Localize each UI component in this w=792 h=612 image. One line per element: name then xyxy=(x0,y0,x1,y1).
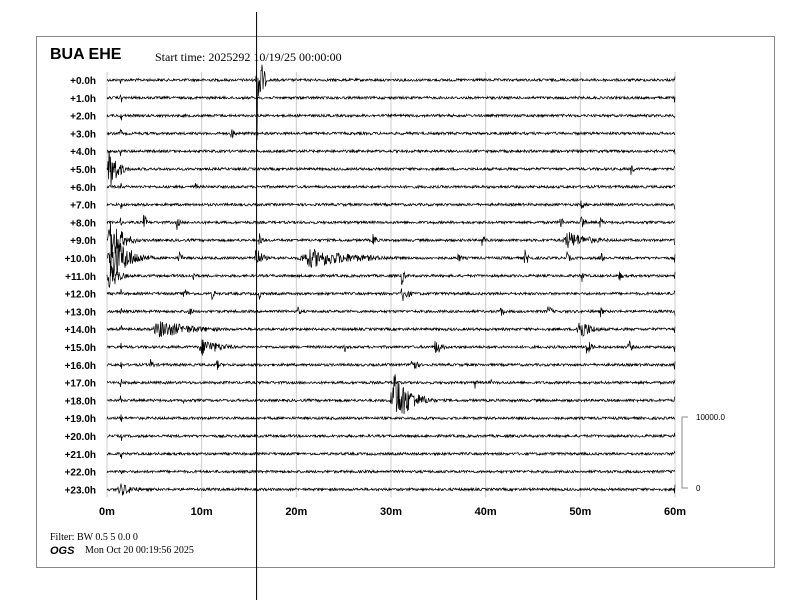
row-label: +12.0h xyxy=(65,290,96,301)
row-label: +14.0h xyxy=(65,325,96,336)
row-label: +13.0h xyxy=(65,307,96,318)
trace-hour-7 xyxy=(106,200,676,210)
trace-hour-23 xyxy=(106,482,676,496)
row-label: +10.0h xyxy=(65,254,96,265)
scale-bar xyxy=(681,416,688,489)
trace-hour-12 xyxy=(106,288,676,302)
row-label: +6.0h xyxy=(70,183,96,194)
trace-hour-20 xyxy=(106,432,676,441)
scale-min-label: 0 xyxy=(696,484,701,493)
x-tick-label: 10m xyxy=(191,506,213,518)
x-tick-label: 50m xyxy=(569,506,591,518)
plot-frame xyxy=(36,36,775,568)
trace-hour-22 xyxy=(106,469,676,475)
x-tick-label: 30m xyxy=(380,506,402,518)
row-label: +20.0h xyxy=(65,432,96,443)
row-label: +3.0h xyxy=(70,129,96,140)
row-label: +9.0h xyxy=(70,236,96,247)
x-tick-label: 40m xyxy=(475,506,497,518)
trace-hour-11 xyxy=(106,260,676,289)
x-tick-label: 20m xyxy=(285,506,307,518)
row-label: +16.0h xyxy=(65,361,96,372)
row-label: +19.0h xyxy=(65,414,96,425)
row-label: +11.0h xyxy=(65,272,96,283)
scale-max-label: 10000.0 xyxy=(696,413,725,422)
trace-hour-9 xyxy=(106,221,675,257)
trace-hour-4 xyxy=(107,148,676,157)
agency-label: OGS xyxy=(50,545,75,557)
filter-label: Filter: BW 0.5 5 0.0 0 xyxy=(50,532,138,543)
trace-hour-0 xyxy=(106,64,676,141)
trace-hour-3 xyxy=(106,128,676,139)
row-label: +18.0h xyxy=(65,396,96,407)
plot-timestamp: Mon Oct 20 00:19:56 2025 xyxy=(85,545,194,556)
row-label: +23.0h xyxy=(65,485,96,496)
x-tick-label: 0m xyxy=(99,506,115,518)
trace-hour-17 xyxy=(106,378,676,389)
trace-hour-2 xyxy=(106,112,676,121)
station-title: BUA EHE xyxy=(50,46,122,63)
trace-hour-15 xyxy=(106,339,676,356)
trace-hour-16 xyxy=(106,359,676,370)
trace-hour-8 xyxy=(106,214,676,230)
trace-hour-13 xyxy=(106,306,676,318)
row-label: +5.0h xyxy=(70,165,96,176)
trace-hour-21 xyxy=(106,450,676,459)
row-label: +21.0h xyxy=(65,450,96,461)
x-tick-label: 60m xyxy=(664,506,686,518)
trace-hour-18 xyxy=(106,374,676,415)
trace-hour-19 xyxy=(106,414,676,422)
trace-hour-10 xyxy=(106,234,676,278)
trace-hour-1 xyxy=(106,94,676,103)
row-label: +17.0h xyxy=(65,379,96,390)
trace-hour-14 xyxy=(106,321,676,338)
row-label: +15.0h xyxy=(65,343,96,354)
row-label: +7.0h xyxy=(70,201,96,212)
trace-hour-6 xyxy=(106,183,676,190)
row-label: +8.0h xyxy=(70,218,96,229)
trace-hour-5 xyxy=(106,150,675,187)
row-label: +0.0h xyxy=(70,76,96,87)
start-time: Start time: 2025292 10/19/25 00:00:00 xyxy=(155,50,342,64)
row-label: +4.0h xyxy=(70,147,96,158)
row-label: +22.0h xyxy=(65,468,96,479)
row-label: +2.0h xyxy=(70,112,96,123)
row-label: +1.0h xyxy=(70,94,96,105)
